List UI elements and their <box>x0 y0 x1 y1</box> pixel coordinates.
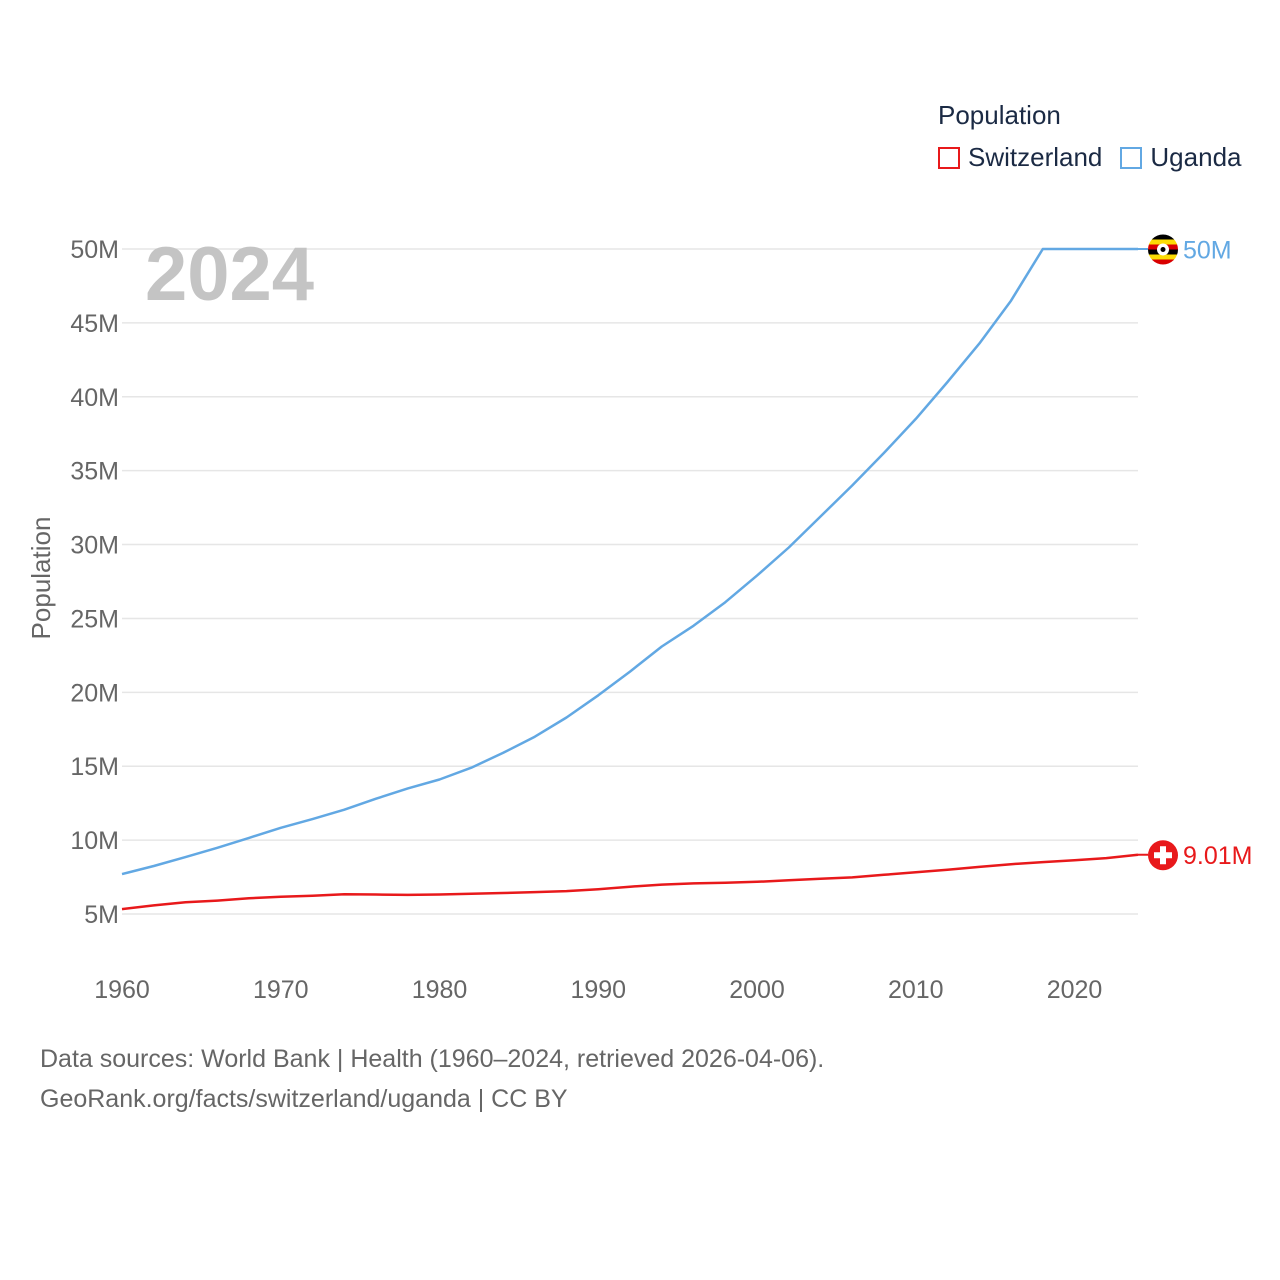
y-tick-label: 35M <box>70 458 119 486</box>
footer-link[interactable]: GeoRank.org/facts/switzerland/uganda | C… <box>40 1085 568 1113</box>
x-tick-label: 1960 <box>94 976 150 1004</box>
legend-label-switzerland: Switzerland <box>968 142 1103 172</box>
x-tick-label: 1970 <box>253 976 309 1004</box>
y-tick-label: 25M <box>70 605 119 633</box>
y-tick-labels: 5M 10M 15M 20M 25M 30M 35M 40M 45M 50M <box>70 236 119 929</box>
end-label-switzerland: 9.01M <box>1183 842 1252 870</box>
end-label-uganda: 50M <box>1183 237 1232 265</box>
grid-lines <box>122 248 1138 915</box>
uganda-flag-icon <box>1148 234 1178 265</box>
series-end-markers: 9.01M 50M <box>1138 234 1252 871</box>
y-tick-label: 15M <box>70 753 119 781</box>
flag-stripe <box>1148 254 1178 260</box>
legend: Switzerland Uganda <box>938 142 1259 173</box>
flag-stripe <box>1148 259 1178 265</box>
y-tick-label: 50M <box>70 236 119 264</box>
legend-item-uganda[interactable]: Uganda <box>1120 142 1241 173</box>
y-tick-label: 30M <box>70 532 119 560</box>
flag-stripe <box>1148 239 1178 245</box>
year-overlay: 2024 <box>145 232 314 317</box>
legend-item-switzerland[interactable]: Switzerland <box>938 142 1102 173</box>
y-tick-label: 10M <box>70 827 119 855</box>
x-tick-label: 2010 <box>888 976 944 1004</box>
legend-swatch-switzerland <box>938 146 960 169</box>
legend-swatch-uganda <box>1120 146 1143 169</box>
x-tick-label: 1980 <box>412 976 468 1004</box>
x-tick-label: 1990 <box>570 976 626 1004</box>
x-tick-labels: 1960 1970 1980 1990 2000 2010 2020 <box>94 976 1102 1004</box>
x-tick-label: 2000 <box>729 976 785 1004</box>
x-tick-label: 2020 <box>1047 976 1103 1004</box>
legend-label-uganda: Uganda <box>1150 142 1242 172</box>
flag-cross-horizontal <box>1154 852 1172 859</box>
series-line-switzerland <box>121 853 1139 911</box>
footer-sources: Data sources: World Bank | Health (1960–… <box>40 1045 825 1073</box>
y-tick-label: 40M <box>70 384 119 412</box>
legend-title: Population <box>938 100 1061 130</box>
series-line-uganda <box>121 247 1138 876</box>
series-lines <box>121 247 1139 911</box>
flag-stripe <box>1148 234 1178 240</box>
y-tick-label: 5M <box>84 901 119 929</box>
y-tick-label: 45M <box>70 310 119 338</box>
y-axis-label: Population <box>26 517 56 640</box>
flag-emblem-bird <box>1160 247 1166 252</box>
y-tick-label: 20M <box>70 679 119 707</box>
